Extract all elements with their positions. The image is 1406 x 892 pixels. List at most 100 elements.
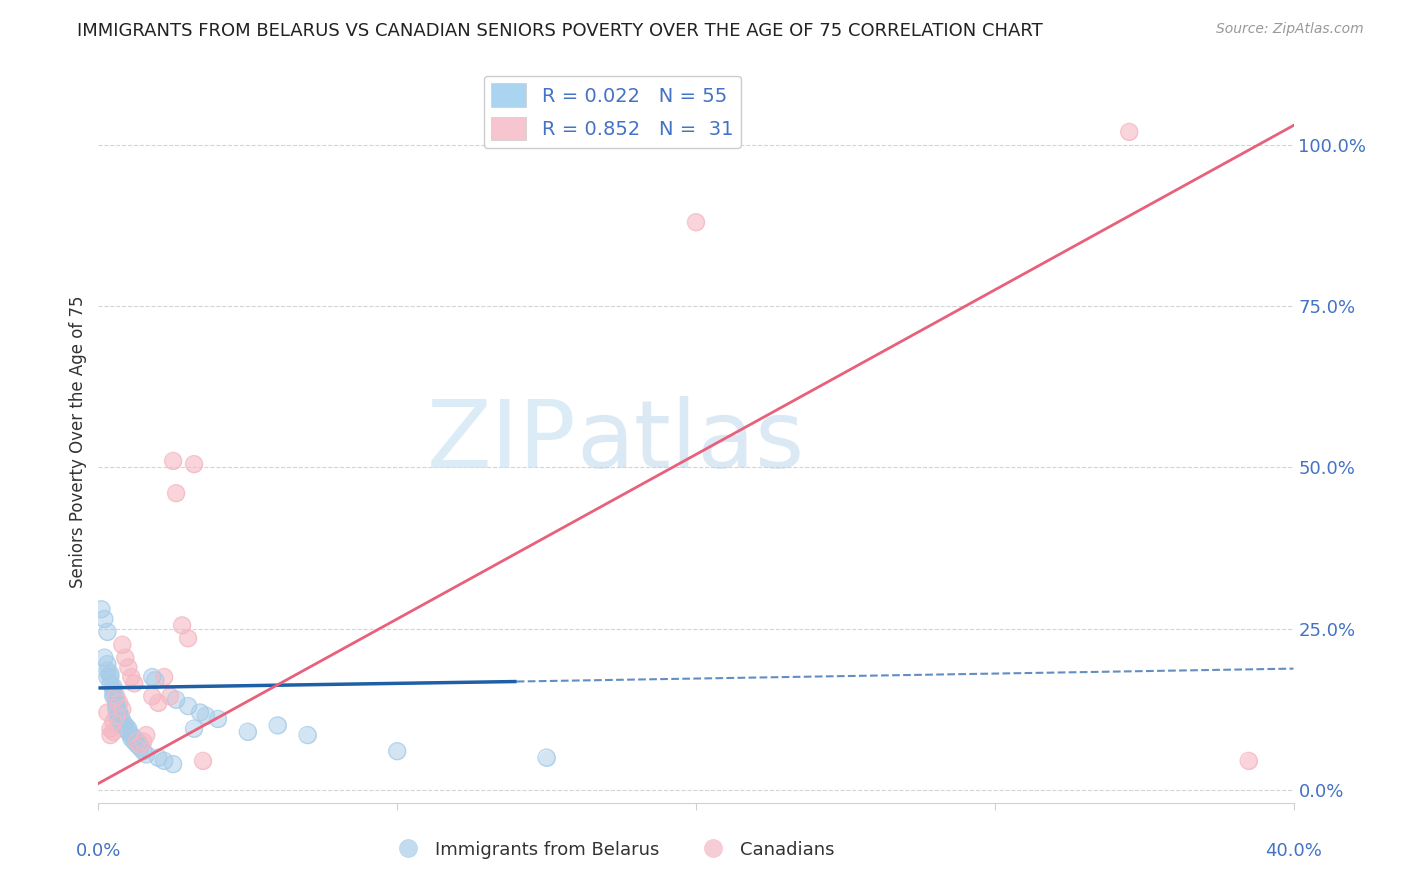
Point — [685, 215, 707, 229]
Point — [111, 718, 134, 732]
Point — [132, 744, 155, 758]
Point — [103, 690, 125, 704]
Point — [103, 680, 125, 694]
Point — [90, 602, 112, 616]
Point — [267, 718, 290, 732]
Point — [108, 708, 131, 723]
Point — [120, 728, 142, 742]
Point — [129, 741, 152, 756]
Point — [111, 638, 134, 652]
Point — [103, 724, 125, 739]
Point — [127, 734, 149, 748]
Point — [111, 702, 134, 716]
Point — [148, 696, 170, 710]
Point — [93, 650, 115, 665]
Point — [162, 757, 184, 772]
Point — [207, 712, 229, 726]
Point — [117, 660, 139, 674]
Point — [162, 454, 184, 468]
Point — [132, 744, 155, 758]
Point — [105, 702, 128, 716]
Point — [141, 690, 163, 704]
Point — [135, 747, 157, 762]
Point — [96, 706, 118, 720]
Point — [135, 728, 157, 742]
Point — [124, 731, 146, 746]
Text: atlas: atlas — [576, 395, 804, 488]
Point — [105, 708, 128, 723]
Point — [120, 731, 142, 746]
Point — [114, 720, 136, 734]
Point — [685, 215, 707, 229]
Point — [98, 670, 122, 684]
Point — [105, 702, 128, 716]
Point — [105, 690, 128, 704]
Point — [105, 699, 128, 714]
Point — [188, 706, 211, 720]
Point — [96, 670, 118, 684]
Point — [124, 731, 146, 746]
Point — [103, 682, 125, 697]
Point — [143, 673, 166, 688]
Point — [129, 738, 152, 752]
Point — [153, 754, 176, 768]
Point — [124, 676, 146, 690]
Point — [111, 715, 134, 730]
Point — [96, 657, 118, 672]
Point — [117, 724, 139, 739]
Point — [132, 734, 155, 748]
Point — [96, 706, 118, 720]
Point — [191, 754, 214, 768]
Point — [177, 632, 200, 646]
Point — [114, 650, 136, 665]
Point — [96, 624, 118, 639]
Point — [111, 638, 134, 652]
Point — [267, 718, 290, 732]
Point — [183, 722, 205, 736]
Point — [148, 750, 170, 764]
Point — [108, 696, 131, 710]
Point — [98, 728, 122, 742]
Point — [159, 690, 181, 704]
Point — [191, 754, 214, 768]
Point — [148, 750, 170, 764]
Point — [153, 754, 176, 768]
Point — [188, 706, 211, 720]
Point — [297, 728, 319, 742]
Point — [108, 712, 131, 726]
Point — [183, 457, 205, 471]
Text: 40.0%: 40.0% — [1265, 841, 1322, 860]
Point — [96, 664, 118, 678]
Point — [93, 612, 115, 626]
Point — [141, 690, 163, 704]
Point — [127, 738, 149, 752]
Point — [177, 632, 200, 646]
Point — [108, 708, 131, 723]
Point — [120, 731, 142, 746]
Point — [236, 724, 259, 739]
Point — [127, 738, 149, 752]
Point — [148, 696, 170, 710]
Point — [143, 673, 166, 688]
Point — [93, 612, 115, 626]
Point — [105, 690, 128, 704]
Point — [162, 757, 184, 772]
Point — [1118, 125, 1140, 139]
Point — [1237, 754, 1260, 768]
Point — [108, 712, 131, 726]
Point — [297, 728, 319, 742]
Point — [90, 602, 112, 616]
Point — [135, 747, 157, 762]
Point — [108, 706, 131, 720]
Point — [108, 696, 131, 710]
Point — [98, 722, 122, 736]
Point — [127, 734, 149, 748]
Point — [108, 706, 131, 720]
Point — [165, 692, 187, 706]
Point — [162, 454, 184, 468]
Point — [117, 724, 139, 739]
Point — [127, 734, 149, 748]
Point — [96, 670, 118, 684]
Point — [105, 699, 128, 714]
Point — [111, 718, 134, 732]
